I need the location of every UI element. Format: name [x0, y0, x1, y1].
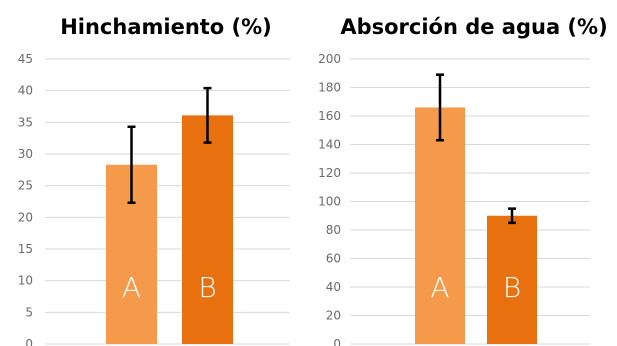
absorption-y-tick-label: 180 [318, 81, 341, 95]
swelling-bar-label-a: A [122, 271, 141, 304]
absorption-bar-a [415, 107, 465, 344]
water-absorption-chart: Absorción de agua (%) 0 20 40 60 80 100 120 140 1… [300, 0, 617, 346]
swelling-y-tick-label: 15 [18, 242, 33, 256]
absorption-bar-b [487, 215, 537, 344]
absorption-y-tick-label: 200 [318, 52, 341, 66]
absorption-y-tick-label: 140 [318, 138, 341, 152]
swelling-y-tick-label: 25 [18, 179, 33, 193]
swelling-bar-b [182, 115, 233, 344]
swelling-y-tick-label: 45 [18, 52, 33, 66]
swelling-bar-label-b: B [198, 271, 216, 304]
swelling-y-tick-label: 0 [25, 337, 33, 346]
swelling-y-tick-label: 40 [18, 84, 33, 98]
absorption-y-tick-label: 60 [326, 252, 341, 266]
swelling-y-tick-label: 35 [18, 115, 33, 129]
absorption-y-tick-label: 20 [326, 309, 341, 323]
absorption-chart-title: Absorción de agua (%) [340, 15, 607, 39]
absorption-y-tick-label: 0 [333, 337, 341, 346]
water-absorption-chart-svg: Absorción de agua (%) 0 20 40 60 80 100 120 140 1… [318, 15, 608, 346]
swelling-y-tick-label: 5 [25, 305, 33, 319]
swelling-y-tick-label: 30 [18, 147, 33, 161]
absorption-bar-label-b: B [503, 271, 521, 304]
absorption-y-tick-label: 100 [318, 195, 341, 209]
absorption-y-tick-label: 40 [326, 280, 341, 294]
swelling-y-tick-label: 10 [18, 274, 33, 288]
absorption-y-tick-label: 120 [318, 166, 341, 180]
swelling-chart-svg: Hinchamiento (%) 0 5 10 15 20 25 30 35 40 45 A B [18, 15, 290, 346]
swelling-chart-title: Hinchamiento (%) [60, 15, 272, 39]
absorption-y-tick-label: 80 [326, 223, 341, 237]
absorption-y-tick-label: 160 [318, 109, 341, 123]
swelling-chart: Hinchamiento (%) 0 5 10 15 20 25 30 35 40 45 A B [0, 0, 300, 346]
absorption-bar-label-a: A [430, 271, 449, 304]
swelling-y-tick-label: 20 [18, 210, 33, 224]
